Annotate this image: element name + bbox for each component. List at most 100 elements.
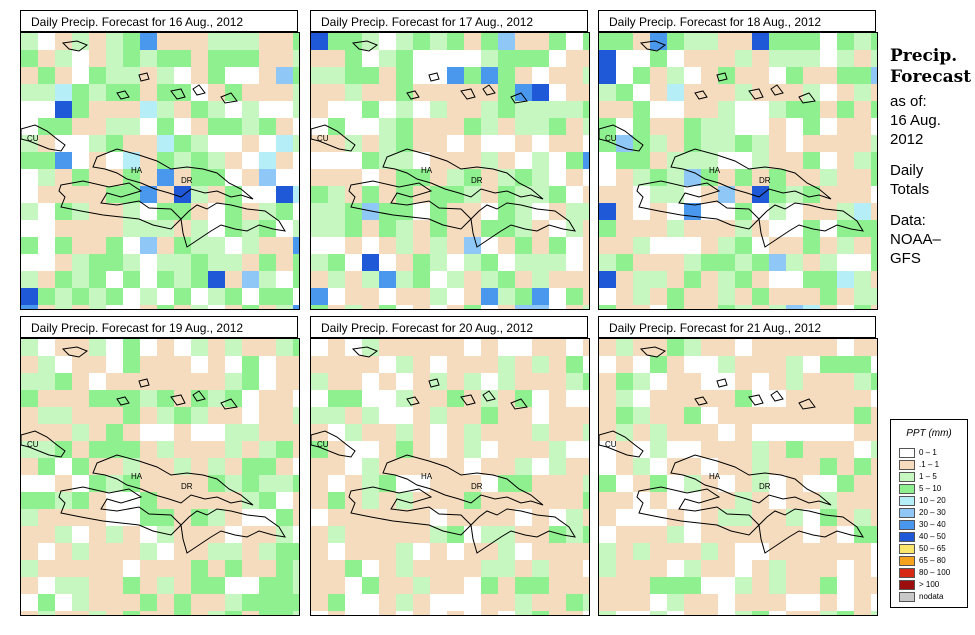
precip-cell xyxy=(379,237,396,254)
map-label-haiti: HA xyxy=(421,472,433,481)
precip-cell xyxy=(174,186,191,203)
precip-cell xyxy=(72,373,89,390)
precip-cell xyxy=(174,237,191,254)
precip-cell xyxy=(174,169,191,186)
precip-cell xyxy=(191,526,208,543)
precip-cell xyxy=(72,356,89,373)
precip-cell xyxy=(55,509,72,526)
precip-cell xyxy=(174,373,191,390)
precip-cell xyxy=(701,220,718,237)
precip-cell xyxy=(89,441,106,458)
precip-cell xyxy=(259,237,276,254)
precip-cell xyxy=(599,237,616,254)
precip-cell xyxy=(515,33,532,50)
precip-cell xyxy=(532,152,549,169)
precip-cell xyxy=(871,441,877,458)
precip-cell xyxy=(515,373,532,390)
precip-cell xyxy=(650,271,667,288)
precip-cell xyxy=(820,203,837,220)
legend-label: > 100 xyxy=(919,580,940,589)
precip-cell xyxy=(140,33,157,50)
map-label-haiti: HA xyxy=(709,166,721,175)
precip-cell xyxy=(174,492,191,509)
precip-cell xyxy=(21,560,38,577)
precip-cell xyxy=(599,407,616,424)
precip-cell xyxy=(38,305,55,309)
precip-cell xyxy=(123,441,140,458)
precip-cell xyxy=(225,407,242,424)
precip-cell xyxy=(328,169,345,186)
precip-cell xyxy=(72,33,89,50)
legend-swatch xyxy=(899,496,915,506)
precip-cell xyxy=(447,152,464,169)
precip-cell xyxy=(413,254,430,271)
precip-cell xyxy=(616,458,633,475)
precip-cell xyxy=(345,271,362,288)
precip-cell xyxy=(820,356,837,373)
precip-cell xyxy=(498,356,515,373)
precip-cell xyxy=(311,33,328,50)
legend-item: 0 – 1 xyxy=(899,448,965,459)
precip-cell xyxy=(786,509,803,526)
precip-cell xyxy=(464,407,481,424)
precip-cell xyxy=(447,271,464,288)
precip-cell xyxy=(481,611,498,615)
precip-cell xyxy=(191,186,208,203)
precip-cell xyxy=(549,424,566,441)
precip-cell xyxy=(225,50,242,67)
precip-cell xyxy=(157,475,174,492)
precip-cell xyxy=(837,271,854,288)
precip-cell xyxy=(157,356,174,373)
precip-cell xyxy=(259,577,276,594)
precip-cell xyxy=(837,186,854,203)
precip-cell xyxy=(328,594,345,611)
precip-cell xyxy=(276,237,293,254)
precip-cell xyxy=(633,526,650,543)
legend-swatch xyxy=(899,448,915,458)
precip-cell xyxy=(55,390,72,407)
precip-cell xyxy=(481,492,498,509)
precip-cell xyxy=(362,577,379,594)
precip-cell xyxy=(633,101,650,118)
precip-cell xyxy=(89,186,106,203)
precip-cell xyxy=(820,373,837,390)
precip-cell xyxy=(55,169,72,186)
island-coastline xyxy=(694,90,708,100)
precip-cell xyxy=(140,373,157,390)
precip-cell xyxy=(311,288,328,305)
precip-cell xyxy=(616,560,633,577)
precip-cell xyxy=(515,356,532,373)
precip-cell xyxy=(276,611,293,615)
precip-cell xyxy=(769,33,786,50)
precip-cell xyxy=(362,271,379,288)
precip-cell xyxy=(225,543,242,560)
precip-cell xyxy=(140,407,157,424)
precip-cell xyxy=(208,254,225,271)
precip-cell xyxy=(174,441,191,458)
precip-cell xyxy=(583,424,589,441)
precip-cell xyxy=(413,186,430,203)
precip-cell xyxy=(157,526,174,543)
legend-label: 65 – 80 xyxy=(919,556,946,565)
precip-cell xyxy=(242,560,259,577)
precip-cell xyxy=(362,288,379,305)
precip-cell xyxy=(803,390,820,407)
legend-swatch xyxy=(899,592,915,602)
precip-cell xyxy=(106,186,123,203)
precip-cell xyxy=(803,186,820,203)
precip-cell xyxy=(854,560,871,577)
precip-cell xyxy=(718,254,735,271)
precip-cell xyxy=(106,288,123,305)
precip-cell xyxy=(413,118,430,135)
precip-cell xyxy=(447,305,464,309)
precip-cell xyxy=(345,237,362,254)
legend-swatch xyxy=(899,484,915,494)
precip-cell xyxy=(820,169,837,186)
precip-cell xyxy=(532,509,549,526)
precip-cell xyxy=(752,611,769,615)
precip-cell xyxy=(871,271,877,288)
precip-cell xyxy=(140,305,157,309)
precip-cell xyxy=(599,203,616,220)
precip-cell xyxy=(413,33,430,50)
precip-cell xyxy=(464,186,481,203)
